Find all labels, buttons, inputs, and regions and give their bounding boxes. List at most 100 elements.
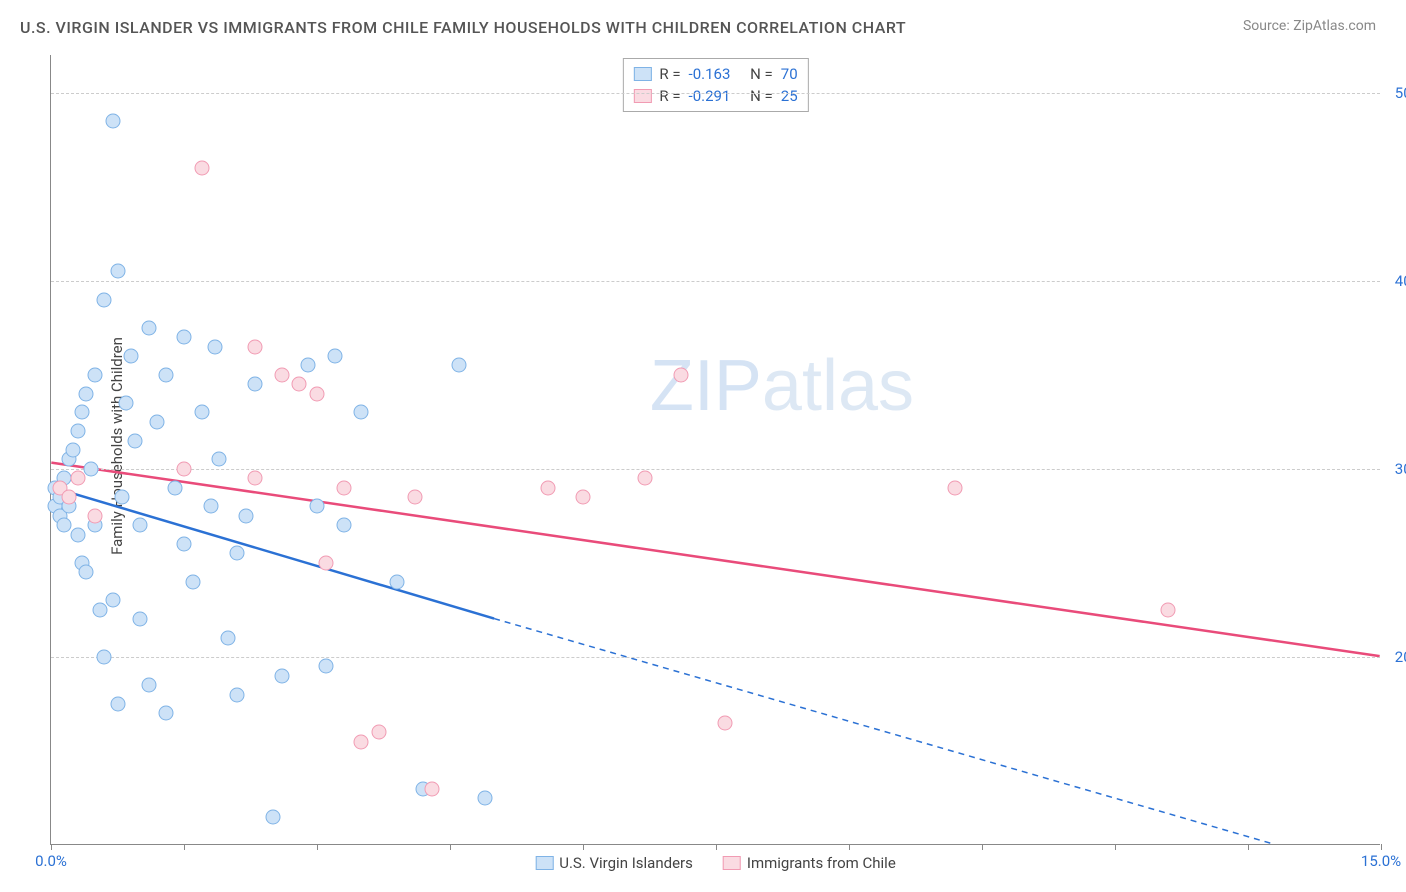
- data-point: [292, 377, 307, 392]
- data-point: [177, 330, 192, 345]
- data-point: [389, 574, 404, 589]
- n-value-1: 70: [781, 65, 798, 83]
- data-point: [128, 433, 143, 448]
- r-label: R =: [659, 65, 680, 83]
- data-point: [61, 490, 76, 505]
- ytick-label: 20.0%: [1395, 648, 1406, 666]
- xtick: [51, 844, 52, 850]
- data-point: [1161, 602, 1176, 617]
- data-point: [106, 113, 121, 128]
- data-point: [310, 386, 325, 401]
- data-point: [274, 668, 289, 683]
- data-point: [576, 490, 591, 505]
- data-point: [70, 471, 85, 486]
- data-point: [478, 790, 493, 805]
- watermark-bold: ZIP: [650, 346, 762, 426]
- data-point: [177, 461, 192, 476]
- source-name: ZipAtlas.com: [1293, 18, 1376, 34]
- data-point: [208, 339, 223, 354]
- r-value-1: -0.163: [689, 65, 731, 83]
- data-point: [97, 292, 112, 307]
- xtick: [849, 844, 850, 850]
- data-point: [79, 565, 94, 580]
- data-point: [141, 320, 156, 335]
- data-point: [114, 490, 129, 505]
- series-legend-item-1: U.S. Virgin Islanders: [535, 854, 693, 872]
- data-point: [177, 537, 192, 552]
- legend-row-2: R = -0.291 N = 25: [633, 85, 797, 107]
- data-point: [372, 725, 387, 740]
- xtick: [716, 844, 717, 850]
- data-point: [717, 715, 732, 730]
- data-point: [407, 490, 422, 505]
- data-point: [301, 358, 316, 373]
- data-point: [88, 367, 103, 382]
- data-point: [194, 160, 209, 175]
- r-value-2: -0.291: [689, 87, 731, 105]
- data-point: [70, 424, 85, 439]
- source-label: Source:: [1243, 18, 1290, 34]
- gridline: [51, 281, 1380, 282]
- gridline: [51, 93, 1380, 94]
- ytick-label: 30.0%: [1395, 460, 1406, 478]
- xtick: [583, 844, 584, 850]
- xtick: [450, 844, 451, 850]
- data-point: [75, 405, 90, 420]
- data-point: [119, 395, 134, 410]
- data-point: [318, 555, 333, 570]
- data-point: [638, 471, 653, 486]
- data-point: [132, 612, 147, 627]
- data-point: [354, 734, 369, 749]
- data-point: [221, 631, 236, 646]
- data-point: [247, 339, 262, 354]
- series-name-2: Immigrants from Chile: [747, 854, 896, 872]
- n-value-2: 25: [781, 87, 798, 105]
- data-point: [159, 367, 174, 382]
- gridline: [51, 469, 1380, 470]
- data-point: [159, 706, 174, 721]
- data-point: [239, 508, 254, 523]
- source-attribution: Source: ZipAtlas.com: [1243, 18, 1376, 34]
- data-point: [92, 602, 107, 617]
- data-point: [336, 518, 351, 533]
- data-point: [150, 414, 165, 429]
- data-point: [123, 348, 138, 363]
- correlation-legend: R = -0.163 N = 70 R = -0.291 N = 25: [622, 58, 808, 112]
- data-point: [451, 358, 466, 373]
- trend-lines: [51, 55, 1380, 844]
- data-point: [274, 367, 289, 382]
- data-point: [110, 696, 125, 711]
- n-label-2: N =: [750, 87, 773, 105]
- data-point: [132, 518, 147, 533]
- data-point: [88, 508, 103, 523]
- data-point: [540, 480, 555, 495]
- n-label: N =: [750, 65, 773, 83]
- legend-swatch-1: [633, 67, 651, 81]
- data-point: [247, 377, 262, 392]
- data-point: [948, 480, 963, 495]
- data-point: [230, 687, 245, 702]
- gridline: [51, 657, 1380, 658]
- xtick-label: 15.0%: [1361, 852, 1401, 870]
- xtick: [1381, 844, 1382, 850]
- xtick: [982, 844, 983, 850]
- watermark: ZIPatlas: [650, 345, 914, 427]
- data-point: [79, 386, 94, 401]
- ytick-label: 40.0%: [1395, 272, 1406, 290]
- data-point: [194, 405, 209, 420]
- data-point: [354, 405, 369, 420]
- data-point: [327, 348, 342, 363]
- data-point: [141, 678, 156, 693]
- data-point: [310, 499, 325, 514]
- legend-swatch-2: [633, 89, 651, 103]
- xtick: [184, 844, 185, 850]
- data-point: [230, 546, 245, 561]
- plot-area: ZIPatlas R = -0.163 N = 70 R = -0.291 N …: [50, 55, 1380, 845]
- data-point: [336, 480, 351, 495]
- xtick: [1115, 844, 1116, 850]
- data-point: [212, 452, 227, 467]
- chart-title: U.S. VIRGIN ISLANDER VS IMMIGRANTS FROM …: [20, 18, 906, 37]
- watermark-thin: atlas: [762, 346, 914, 426]
- series-swatch-1: [535, 856, 553, 870]
- data-point: [97, 649, 112, 664]
